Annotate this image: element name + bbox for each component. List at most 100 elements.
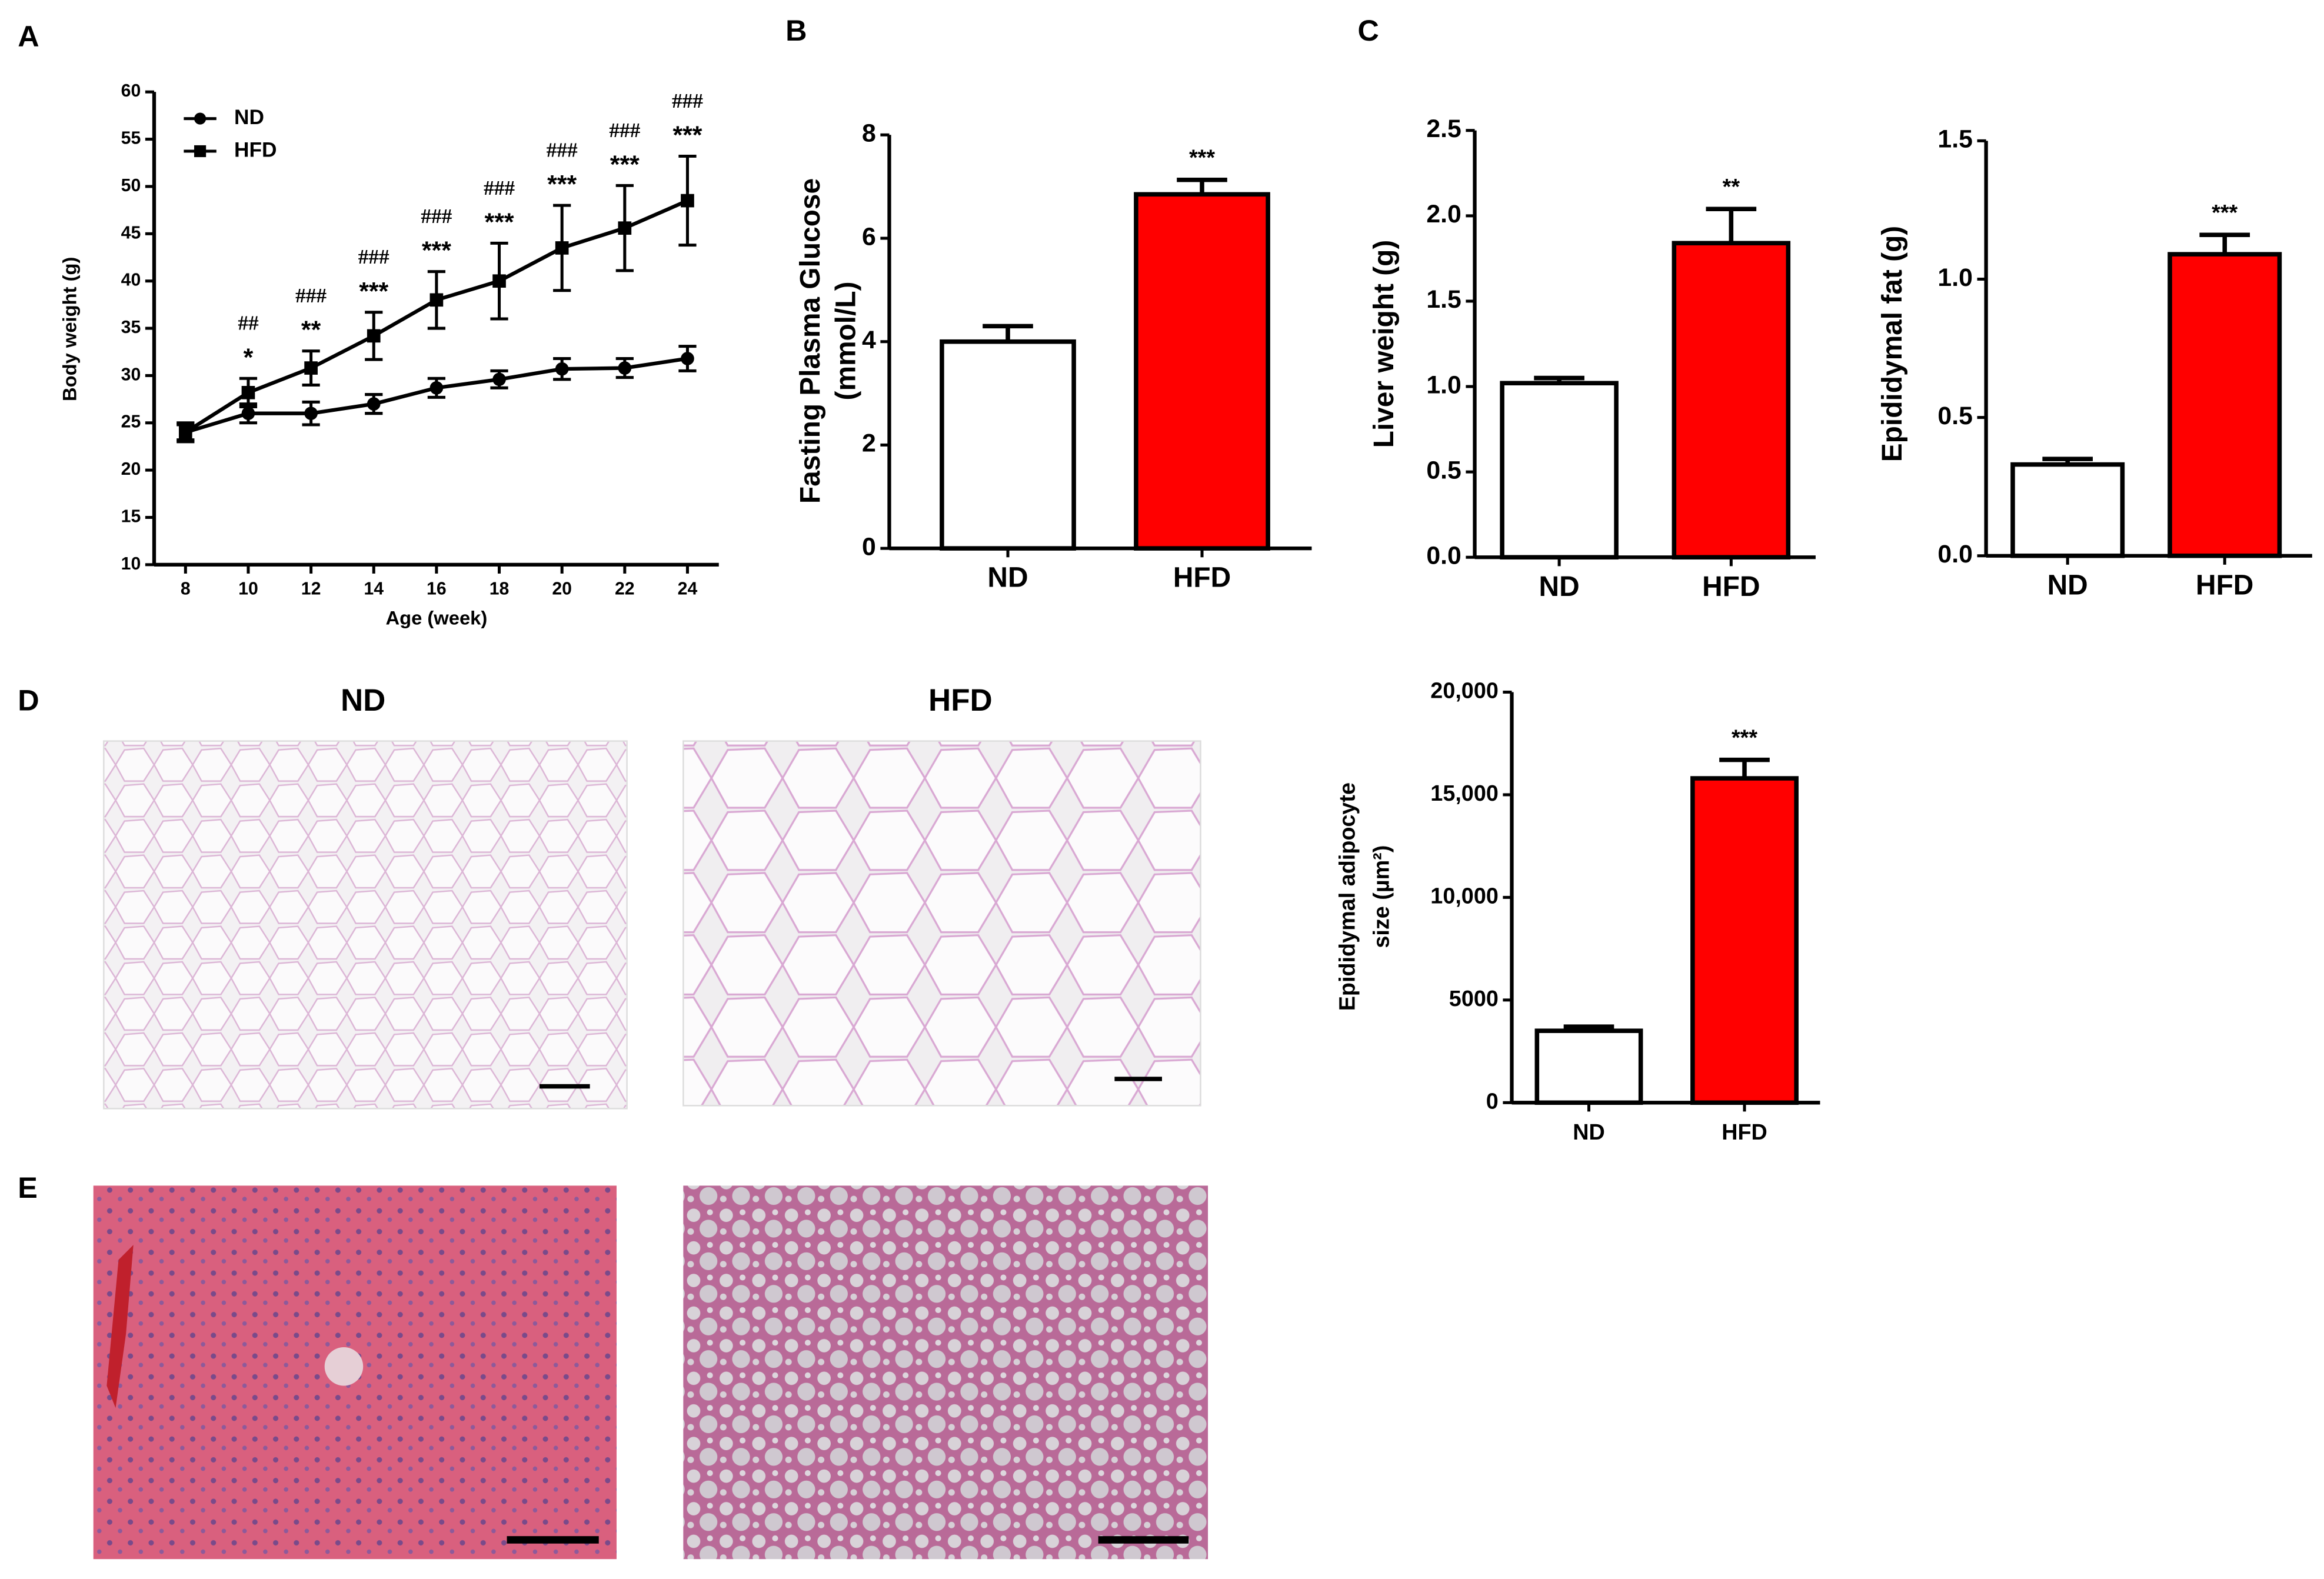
y-tick-label: 0.0 bbox=[1937, 540, 1973, 568]
marker bbox=[367, 329, 381, 343]
y-axis-label: Epididymal adipocyte bbox=[1335, 782, 1360, 1011]
bar bbox=[1534, 1028, 1643, 1105]
y-tick-label: 55 bbox=[121, 129, 141, 148]
y-tick-label: 45 bbox=[121, 223, 141, 242]
marker bbox=[492, 274, 506, 288]
y-tick-label: 20 bbox=[121, 459, 141, 479]
significance: *** bbox=[422, 236, 451, 265]
significance: *** bbox=[672, 121, 702, 149]
y-axis-label: Liver weight (g) bbox=[1369, 240, 1400, 448]
marker bbox=[618, 221, 632, 235]
y-tick-label: 0 bbox=[862, 532, 876, 561]
micrograph bbox=[682, 740, 1201, 1107]
significance: *** bbox=[359, 277, 388, 305]
x-tick-label: 12 bbox=[301, 579, 321, 599]
x-axis-label: Age (week) bbox=[385, 607, 487, 629]
y-tick-label: 5000 bbox=[1449, 987, 1499, 1011]
y-tick-label: 0.5 bbox=[1937, 402, 1973, 430]
x-tick-label: ND bbox=[1573, 1120, 1605, 1145]
legend-label: ND bbox=[234, 106, 264, 129]
error-bar bbox=[1706, 206, 1757, 244]
x-tick-label: HFD bbox=[2196, 569, 2253, 601]
y-tick-label: 0.0 bbox=[1426, 542, 1461, 570]
y-tick-label: 8 bbox=[862, 119, 876, 148]
bar bbox=[1672, 241, 1791, 560]
significance: ### bbox=[672, 89, 703, 112]
x-tick-label: 22 bbox=[615, 579, 635, 599]
y-tick-label: 30 bbox=[121, 365, 141, 384]
x-tick-label: 14 bbox=[364, 579, 384, 599]
x-tick-label: 24 bbox=[678, 579, 698, 599]
y-tick-label: 0.5 bbox=[1426, 456, 1461, 484]
y-tick-label: 15,000 bbox=[1430, 781, 1499, 806]
y-tick-label: 1.5 bbox=[1937, 125, 1973, 154]
y-axis-label: size (µm²) bbox=[1369, 845, 1394, 948]
x-tick-label: 16 bbox=[427, 579, 447, 599]
y-tick-label: 50 bbox=[121, 176, 141, 195]
micrograph bbox=[103, 740, 628, 1110]
bar bbox=[2167, 252, 2282, 558]
legend-marker bbox=[194, 145, 207, 158]
marker bbox=[304, 407, 318, 421]
marker bbox=[241, 385, 255, 399]
marker bbox=[367, 397, 381, 411]
y-tick-label: 2.0 bbox=[1426, 200, 1461, 228]
significance: *** bbox=[2212, 201, 2238, 225]
significance: *** bbox=[1732, 725, 1757, 750]
marker bbox=[241, 407, 255, 421]
y-tick-label: 40 bbox=[121, 271, 141, 290]
legend-marker bbox=[194, 112, 207, 125]
panel-label: D bbox=[18, 683, 39, 717]
x-tick-label: ND bbox=[2047, 569, 2088, 601]
marker bbox=[618, 361, 632, 375]
marker bbox=[681, 352, 694, 365]
significance: ** bbox=[301, 316, 321, 344]
bar bbox=[1690, 776, 1799, 1105]
significance: ### bbox=[421, 205, 452, 228]
error-bar bbox=[2199, 232, 2250, 255]
significance: ### bbox=[547, 139, 578, 162]
marker bbox=[429, 381, 444, 395]
y-tick-label: 2.5 bbox=[1426, 115, 1461, 143]
x-tick-label: ND bbox=[987, 562, 1028, 594]
significance: ### bbox=[358, 245, 389, 268]
y-tick-label: 15 bbox=[121, 507, 141, 526]
significance: ### bbox=[484, 176, 515, 199]
marker bbox=[178, 425, 192, 439]
bar bbox=[2010, 462, 2125, 558]
y-tick-label: 10,000 bbox=[1430, 884, 1499, 908]
significance: *** bbox=[1189, 145, 1215, 170]
x-tick-label: 18 bbox=[490, 579, 510, 599]
panel-label: E bbox=[18, 1171, 38, 1204]
x-tick-label: HFD bbox=[1702, 571, 1760, 602]
y-tick-label: 60 bbox=[121, 81, 141, 101]
panel-label: C bbox=[1358, 14, 1379, 47]
marker bbox=[429, 293, 444, 307]
x-tick-label: HFD bbox=[1173, 562, 1231, 594]
y-tick-label: 0 bbox=[1486, 1089, 1499, 1114]
significance: ### bbox=[609, 119, 640, 142]
error-bar bbox=[1719, 757, 1770, 779]
significance: *** bbox=[485, 208, 514, 236]
y-axis-label: Epididymal fat (g) bbox=[1877, 226, 1908, 462]
x-tick-label: 10 bbox=[238, 579, 258, 599]
y-tick-label: 1.0 bbox=[1937, 264, 1973, 292]
marker bbox=[555, 241, 569, 255]
y-tick-label: 2 bbox=[862, 429, 876, 458]
error-bar bbox=[983, 324, 1033, 342]
significance: * bbox=[244, 344, 254, 372]
bar bbox=[1500, 381, 1619, 560]
y-tick-label: 6 bbox=[862, 222, 876, 251]
vessel bbox=[106, 1245, 134, 1408]
bar bbox=[1134, 192, 1270, 551]
y-tick-label: 4 bbox=[862, 326, 876, 354]
x-tick-label: ND bbox=[1539, 571, 1580, 602]
x-tick-label: HFD bbox=[1722, 1120, 1767, 1145]
y-axis-label: (mmol/L) bbox=[831, 281, 862, 400]
y-tick-label: 1.5 bbox=[1426, 285, 1461, 314]
error-bar bbox=[1177, 177, 1227, 195]
image-title: HFD bbox=[928, 683, 993, 718]
vessel bbox=[324, 1347, 364, 1386]
